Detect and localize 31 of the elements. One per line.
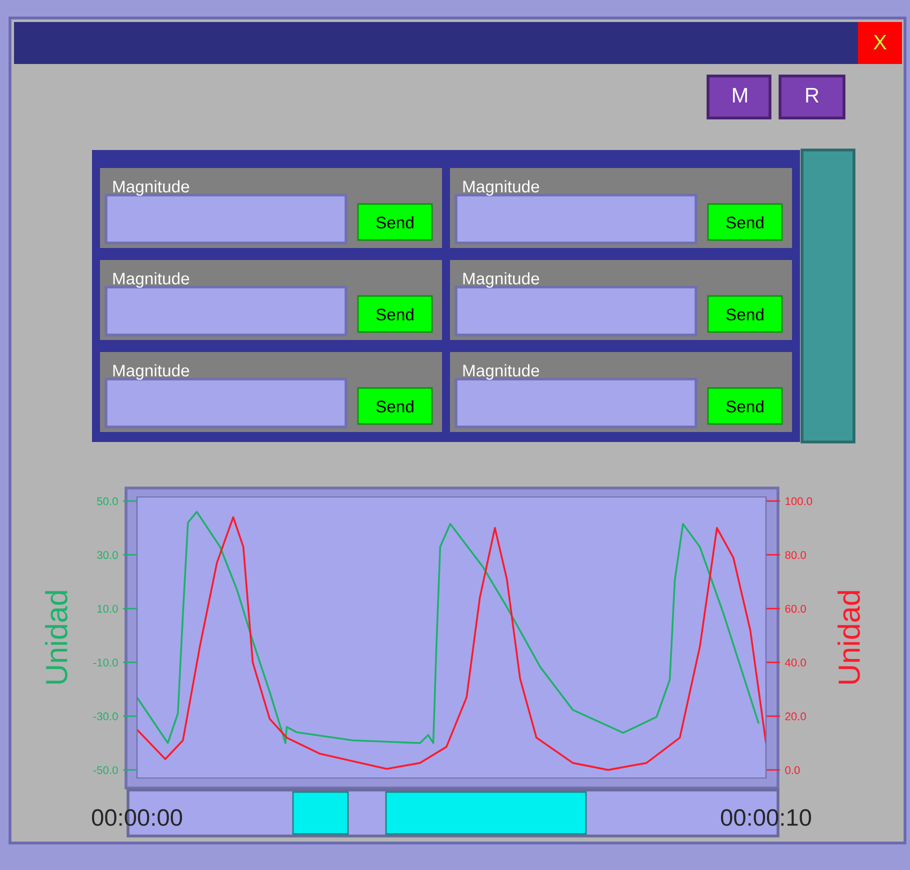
y2-tick-label: 40.0 [785,658,806,667]
y-tick-label: -50.0 [93,766,118,774]
text: M [733,88,747,102]
y-tick-label: -10.0 [93,658,118,667]
y2-tick-label: 100.0 [786,497,812,506]
y2-tick-label: 80.0 [785,551,806,559]
text: Send [726,308,764,320]
text: X [874,35,887,50]
y2-tick-label: 0.0 [785,766,800,774]
y-axis-title: Unidad [45,591,68,684]
y-tick-label: -30.0 [93,712,118,720]
y2-axis-title: Unidad [838,591,860,684]
text: Magnitude [113,272,190,288]
y-tick-label: 50.0 [97,497,118,506]
y2-tick-label: 60.0 [785,604,806,613]
text: Send [376,216,414,228]
text: Send [376,308,414,320]
text: Magnitude [463,272,540,288]
text: Magnitude [113,364,190,380]
x-tick-label: 00:00:00 [92,809,182,826]
y2-tick-label: 20.0 [785,712,806,720]
text: Magnitude [463,364,540,380]
y-tick-label: 10.0 [97,604,118,613]
x-tick-label: 00:00:10 [720,809,812,826]
text: Magnitude [463,180,540,196]
text: R [806,88,819,102]
y-tick-label: 30.0 [97,551,118,559]
text: Send [376,400,414,412]
text: Magnitude [113,180,190,196]
text: Send [726,400,764,412]
text: Send [726,216,764,228]
